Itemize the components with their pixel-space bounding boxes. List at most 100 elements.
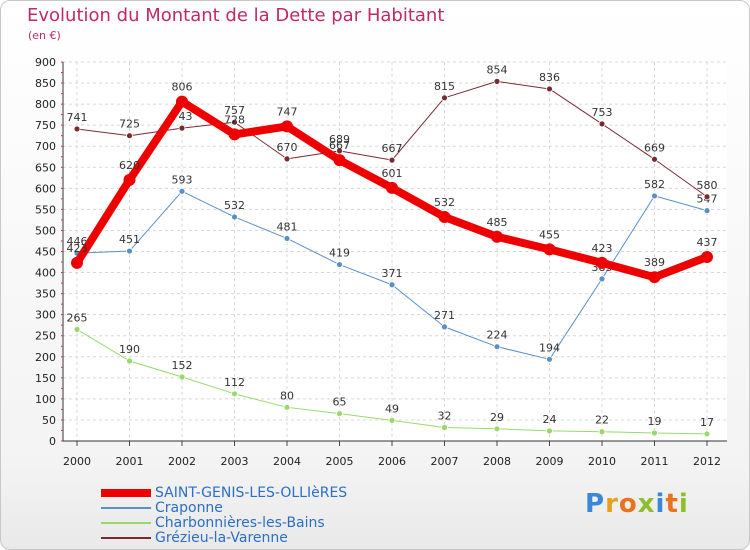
data-label-saint-genis-les-olli-res: 806 <box>172 81 193 94</box>
data-point-saint-genis-les-olli-res <box>228 128 241 141</box>
data-label-gr-zieu-la-varenne: 669 <box>644 141 665 154</box>
data-label-saint-genis-les-olli-res: 423 <box>67 242 88 255</box>
data-point-saint-genis-les-olli-res <box>491 230 503 243</box>
data-label-charbonni-res-les-bains: 65 <box>333 396 347 409</box>
x-tick-label: 2005 <box>326 455 354 468</box>
data-label-craponne: 419 <box>329 247 350 260</box>
data-point-saint-genis-les-olli-res <box>701 250 713 263</box>
data-label-gr-zieu-la-varenne: 836 <box>539 71 560 84</box>
data-point-craponne <box>441 323 448 331</box>
data-point-saint-genis-les-olli-res <box>176 95 188 108</box>
logo-letter: o <box>618 489 638 519</box>
line-chart: 0 50 100 150 200 250 300 350 400 450 500 550 600 650 7… <box>35 56 727 468</box>
y-tick-label: 350 <box>35 288 56 301</box>
y-tick-label: 150 <box>35 372 56 385</box>
data-point-charbonni-res-les-bains <box>493 425 501 433</box>
data-point-charbonni-res-les-bains <box>703 430 711 438</box>
data-point-gr-zieu-la-varenne <box>546 85 553 93</box>
data-label-charbonni-res-les-bains: 29 <box>490 411 504 424</box>
data-label-gr-zieu-la-varenne: 667 <box>382 142 403 155</box>
data-point-craponne <box>231 213 238 221</box>
data-point-saint-genis-les-olli-res <box>543 243 556 256</box>
x-tick-label: 2001 <box>116 455 144 468</box>
y-tick-label: 250 <box>35 330 56 343</box>
data-label-gr-zieu-la-varenne: 741 <box>67 111 88 124</box>
logo-letter: t <box>665 489 679 519</box>
data-point-gr-zieu-la-varenne <box>231 118 238 126</box>
data-label-saint-genis-les-olli-res: 455 <box>539 228 560 241</box>
data-label-charbonni-res-les-bains: 190 <box>119 343 140 356</box>
data-label-saint-genis-les-olli-res: 423 <box>592 242 613 255</box>
data-point-charbonni-res-les-bains <box>598 428 606 436</box>
data-point-charbonni-res-les-bains <box>126 357 133 365</box>
data-point-charbonni-res-les-bains <box>231 390 238 398</box>
data-label-saint-genis-les-olli-res: 667 <box>329 139 350 152</box>
data-label-craponne: 481 <box>277 220 298 233</box>
y-tick-label: 850 <box>35 77 56 90</box>
data-point-craponne <box>388 281 396 289</box>
y-tick-label: 400 <box>35 267 56 280</box>
data-label-craponne: 451 <box>119 233 140 246</box>
data-point-charbonni-res-les-bains <box>388 416 396 424</box>
data-label-saint-genis-les-olli-res: 389 <box>644 256 665 269</box>
data-point-gr-zieu-la-varenne <box>598 120 606 128</box>
data-point-craponne <box>598 275 606 283</box>
data-label-craponne: 582 <box>644 178 665 191</box>
legend-label: Charbonnières-les-Bains <box>155 515 325 531</box>
x-tick-label: 2007 <box>431 455 459 468</box>
data-point-saint-genis-les-olli-res <box>333 154 346 167</box>
data-label-charbonni-res-les-bains: 32 <box>438 410 452 423</box>
x-tick-label: 2012 <box>693 455 721 468</box>
data-label-saint-genis-les-olli-res: 747 <box>277 105 298 118</box>
y-tick-label: 550 <box>35 203 56 216</box>
logo-letter: r <box>605 489 619 519</box>
data-point-charbonni-res-les-bains <box>546 427 553 435</box>
legend-swatch <box>101 507 151 509</box>
y-tick-label: 0 <box>49 435 56 448</box>
x-tick-label: 2011 <box>641 455 669 468</box>
unit-label: (en €) <box>28 29 61 42</box>
data-label-charbonni-res-les-bains: 49 <box>385 402 399 415</box>
data-label-craponne: 371 <box>382 267 403 280</box>
data-point-gr-zieu-la-varenne <box>703 193 711 201</box>
data-point-charbonni-res-les-bains <box>336 410 343 418</box>
x-tick-label: 2008 <box>483 455 511 468</box>
data-label-charbonni-res-les-bains: 17 <box>700 416 714 429</box>
data-point-gr-zieu-la-varenne <box>73 125 81 133</box>
logo-letter: i <box>655 489 666 519</box>
data-label-charbonni-res-les-bains: 19 <box>648 415 662 428</box>
data-point-saint-genis-les-olli-res <box>438 210 451 223</box>
proxiti-logo: Proxiti <box>585 489 689 519</box>
x-tick-label: 2010 <box>588 455 616 468</box>
data-label-charbonni-res-les-bains: 80 <box>280 389 294 402</box>
legend-label: Grézieu-la-Varenne <box>155 530 288 546</box>
legend-swatch <box>101 522 151 524</box>
y-tick-label: 100 <box>35 393 56 406</box>
data-label-charbonni-res-les-bains: 265 <box>67 311 88 324</box>
y-tick-label: 200 <box>35 351 56 364</box>
x-tick-label: 2000 <box>63 455 91 468</box>
data-label-craponne: 532 <box>224 199 245 212</box>
data-point-saint-genis-les-olli-res <box>596 256 608 269</box>
data-label-gr-zieu-la-varenne: 725 <box>119 118 140 131</box>
data-point-charbonni-res-les-bains <box>178 373 186 381</box>
data-point-charbonni-res-les-bains <box>73 326 81 333</box>
data-point-gr-zieu-la-varenne <box>441 94 448 102</box>
data-point-saint-genis-les-olli-res <box>123 173 136 186</box>
data-label-saint-genis-les-olli-res: 437 <box>697 236 718 249</box>
data-point-craponne <box>493 343 501 351</box>
data-point-saint-genis-les-olli-res <box>281 120 293 133</box>
y-tick-label: 600 <box>35 182 56 195</box>
data-label-gr-zieu-la-varenne: 689 <box>329 133 350 146</box>
data-point-craponne <box>283 235 291 242</box>
data-label-charbonni-res-les-bains: 22 <box>595 414 609 427</box>
legend-swatch <box>101 537 151 539</box>
data-label-gr-zieu-la-varenne: 757 <box>224 104 245 117</box>
data-label-saint-genis-les-olli-res: 532 <box>434 196 455 209</box>
data-point-charbonni-res-les-bains <box>651 429 658 437</box>
data-label-craponne: 593 <box>172 173 193 186</box>
data-label-gr-zieu-la-varenne: 753 <box>592 106 613 119</box>
data-point-gr-zieu-la-varenne <box>336 147 343 155</box>
x-tick-label: 2006 <box>378 455 406 468</box>
